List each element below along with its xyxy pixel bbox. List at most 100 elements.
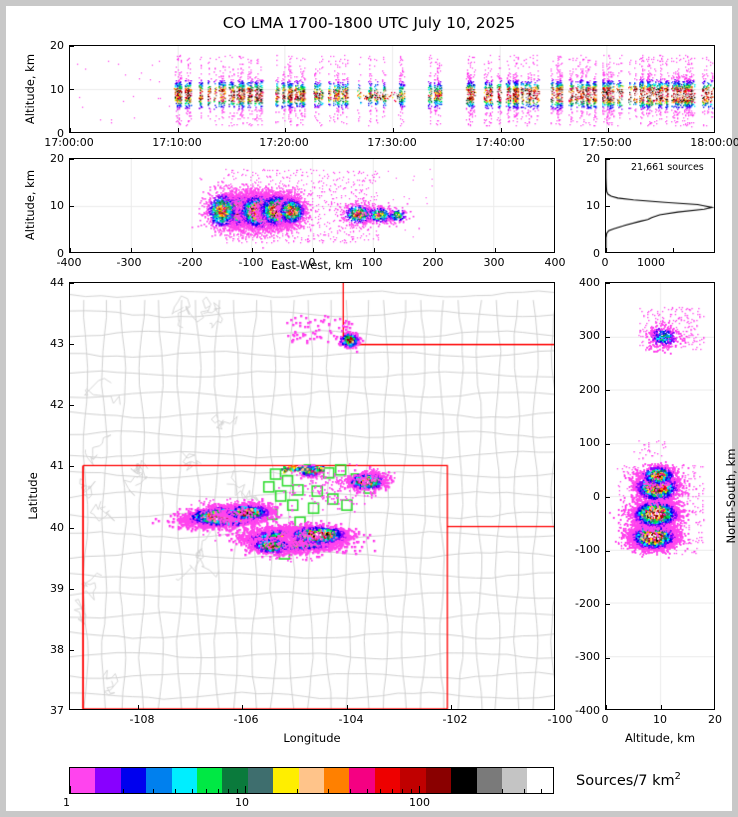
colorbar-segment-8 [273,768,299,793]
p4-ytick-mark-2 [70,588,74,590]
p1-xtick-1: 17:10:00 [152,136,202,149]
p1-xtick-0: 17:00:00 [44,136,94,149]
p1-ytick-mark-2 [70,132,74,133]
panel-plan-view-map[interactable] [69,282,555,710]
p3-ytick-10: 10 [586,199,600,212]
panel-time-height[interactable] [69,45,715,133]
colorbar-minor-tick [122,789,124,793]
colorbar-minor-tick [392,789,394,793]
p1-xtick-6: 18:00:00 [690,136,738,149]
p1-xtick-mark-5 [608,128,610,132]
colorbar-segment-5 [197,768,223,793]
p5-xtick-mark-0 [606,705,607,709]
colorbar-segment-12 [374,768,401,793]
figure-canvas: CO LMA 1700-1800 UTC July 10, 2025 20 10… [6,6,738,811]
p4-xtick-mark-3 [451,705,453,709]
colorbar-segment-9 [298,768,325,793]
p5-xtick-20: 20 [708,713,722,726]
colorbar[interactable] [69,767,554,794]
colorbar-tick-1: 1 [63,796,70,809]
p1-xtick-mark-4 [500,128,502,132]
p4-xtick-3: -102 [442,713,468,726]
p1-xtick-2: 17:20:00 [259,136,309,149]
p2-xtick-1: -300 [116,256,142,269]
panel-east-west-height[interactable] [69,158,555,253]
p4-ytick-mark-4 [70,466,74,468]
p5-ytick-300p: 300 [579,329,600,342]
p2-xtick-mark-0 [70,248,71,252]
p5-ytick-200p: 200 [579,383,600,396]
p2-xtick-mark-5 [373,248,375,252]
p5-ytick-mark-1 [606,657,610,659]
colorbar-segment-13 [400,768,426,793]
p4-ytick-mark-3 [70,527,74,529]
p4-ytick-43: 43 [50,337,64,350]
colorbar-minor-tick [524,789,526,793]
colorbar-segment-11 [349,768,375,793]
p4-xtick-2: -104 [338,713,364,726]
p3-ytick-mark-1 [606,205,610,207]
p2-xtick-mark-7 [495,248,497,252]
colorbar-minor-tick [502,789,504,793]
p5-ytick-200n: -200 [575,597,600,610]
p5-ytick-mark-7 [606,336,610,338]
p1-xtick-mark-1 [177,128,179,132]
p3-ytick-0: 0 [593,247,600,260]
p1-ytick-mark-1 [70,89,74,90]
p2-xtick-3: -100 [238,256,264,269]
p4-xtick-4: -100 [547,713,573,726]
p1-xtick-mark-0 [70,128,71,132]
p1-xtick-3: 17:30:00 [367,136,417,149]
p1-xtick-mark-2 [285,128,287,132]
east-west-height-plot [70,159,554,252]
p5-ytick-mark-4 [606,497,610,498]
p4-xlabel: Longitude [283,731,341,745]
colorbar-segment-10 [324,768,350,793]
colorbar-title: Sources/7 km2 [576,771,681,789]
colorbar-tick-100: 100 [409,796,430,809]
p4-ytick-37: 37 [50,704,64,717]
p3-ytick-mark-0 [606,159,610,160]
p4-ytick-mark-1 [70,649,74,651]
p4-ytick-44: 44 [50,276,64,289]
p5-xtick-mark-1 [661,705,662,709]
panel-altitude-histogram[interactable] [605,158,715,253]
colorbar-minor-tick [236,789,238,793]
colorbar-tick-10: 10 [235,796,249,809]
p5-ytick-mark-5 [606,443,610,445]
p3-xtick-1: 1000 [637,256,665,269]
p4-ytick-40: 40 [50,521,64,534]
colorbar-minor-tick [244,786,246,793]
panel-north-south-height[interactable] [605,282,715,710]
colorbar-minor-tick [349,789,351,793]
p2-xtick-mark-2 [191,248,193,252]
p4-xtick-1: -106 [233,713,259,726]
p2-ytick-20: 20 [50,152,64,165]
p3-xtick-mark-0 [606,248,607,252]
p4-ytick-38: 38 [50,643,64,656]
p2-xtick-6: 200 [422,256,444,269]
page-title: CO LMA 1700-1800 UTC July 10, 2025 [222,14,516,32]
p5-xlabel: Altitude, km [624,731,696,745]
p2-xlabel: East-West, km [271,258,353,272]
colorbar-segment-16 [476,768,502,793]
p1-ytick-0: 0 [57,127,64,140]
p3-xtick-0: 0 [601,256,609,269]
p5-ytick-100n: -100 [575,543,600,556]
colorbar-segment-17 [501,768,528,793]
colorbar-minor-tick [541,789,543,793]
colorbar-segment-6 [222,768,248,793]
colorbar-minor-tick [153,789,155,793]
p4-xtick-mark-2 [346,705,348,709]
p4-ytick-42: 42 [50,398,64,411]
p4-ytick-39: 39 [50,582,64,595]
p5-ytick-400n: -400 [575,704,600,717]
p3-xtick-mark-1 [672,248,674,252]
p1-ytick-10: 10 [50,83,64,96]
p2-xtick-0: -400 [56,256,82,269]
p4-ytick-41: 41 [50,459,64,472]
source-count-note: 21,661 sources [631,162,704,173]
time-height-plot [70,46,714,132]
colorbar-minor-tick [471,789,473,793]
colorbar-title-text: Sources/7 km [576,772,675,789]
